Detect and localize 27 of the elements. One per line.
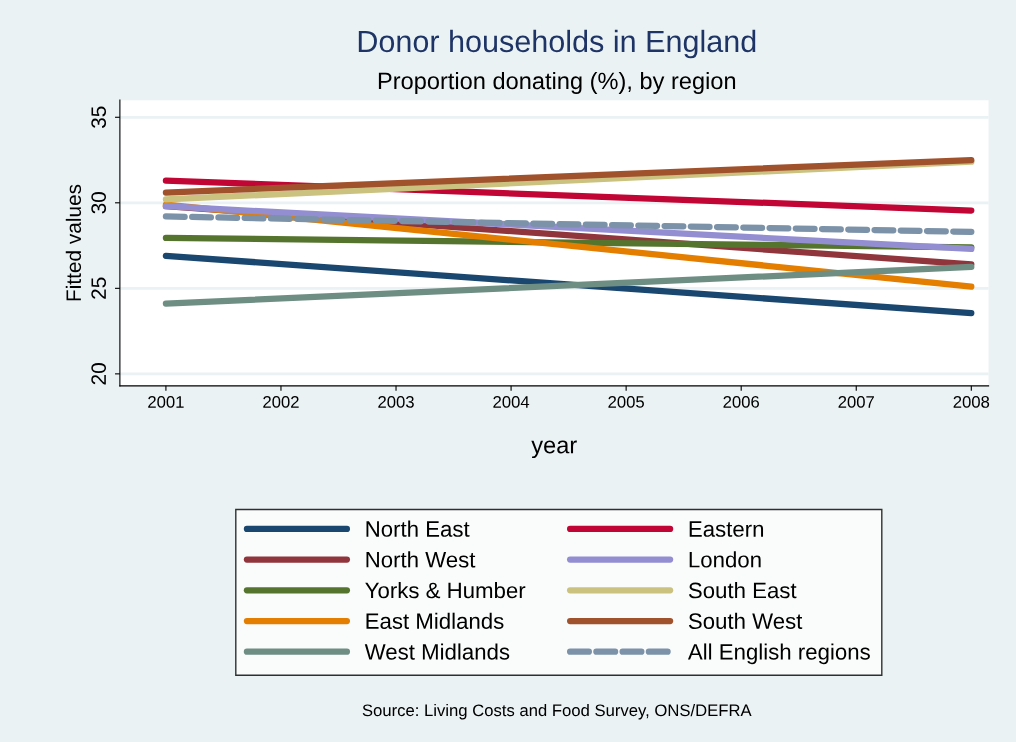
legend-label: South West [688, 612, 803, 630]
y-tick-label: 25 [91, 277, 107, 299]
x-tick-label: 2002 [263, 396, 299, 408]
source-note: Source: Living Costs and Food Survey, ONS/DEFRA [362, 703, 752, 720]
y-axis-title: Fitted values [65, 184, 82, 301]
x-tick-label: 2007 [838, 396, 874, 408]
legend-label: North East [366, 520, 470, 537]
legend-label: All English regions [687, 643, 870, 665]
legend-label: London [689, 551, 761, 568]
legend-label: West Midlands [364, 643, 510, 660]
x-tick-label: 2003 [378, 396, 414, 408]
x-tick-label: 2006 [723, 396, 759, 408]
x-tick-label: 2008 [953, 396, 990, 408]
x-tick-label: 2001 [148, 396, 184, 408]
x-tick-label: 2004 [493, 396, 530, 408]
chart-title: Donor households in England [358, 29, 756, 59]
chart-subtitle: Proportion donating (%), by region [378, 71, 736, 94]
legend-label: South East [688, 581, 797, 599]
legend-label: North West [366, 551, 476, 568]
legend-label: East Midlands [366, 612, 504, 630]
x-axis-title: year [531, 440, 577, 459]
y-tick-label: 20 [91, 363, 107, 385]
legend-label: Yorks & Humber [365, 581, 526, 599]
x-tick-label: 2005 [608, 396, 644, 408]
y-tick-label: 35 [91, 106, 107, 129]
legend-label: Eastern [689, 521, 764, 537]
y-tick-label: 30 [91, 192, 107, 214]
